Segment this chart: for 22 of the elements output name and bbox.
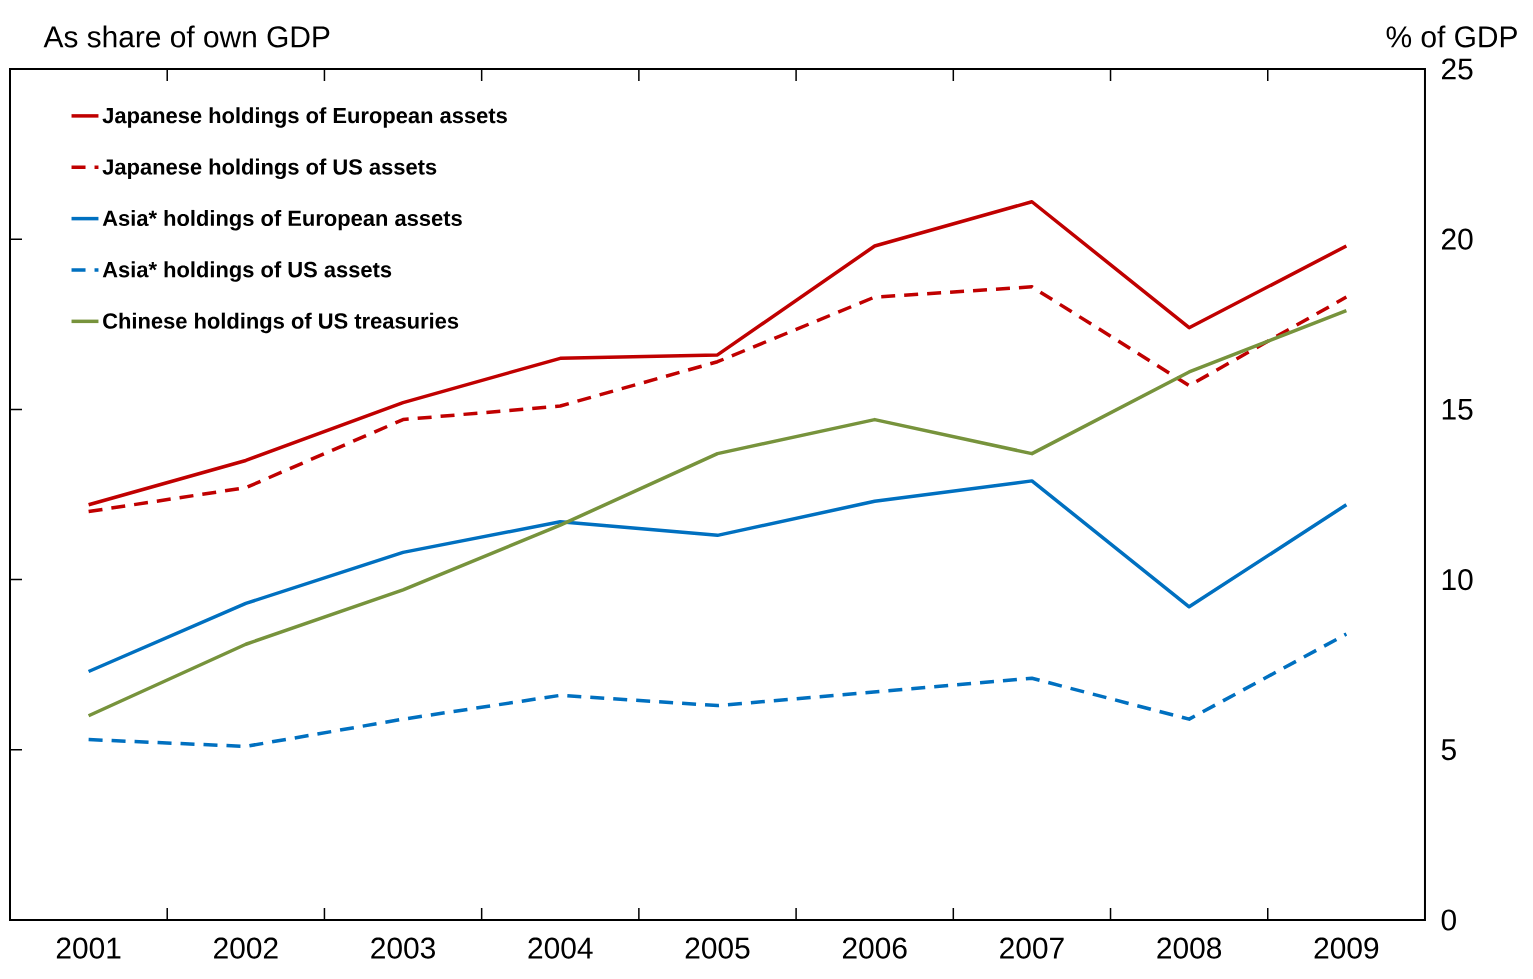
x-tick-label: 2008: [1157, 937, 1222, 959]
x-tick-label: 2004: [528, 937, 593, 959]
x-tick-label: 2002: [214, 937, 278, 959]
legend-label: Japanese holdings of US assets: [102, 158, 437, 180]
x-tick-label: 2003: [371, 937, 435, 959]
legend-label: Asia* holdings of European assets: [102, 209, 462, 231]
x-tick-label: 2001: [56, 937, 121, 959]
legend-label: Japanese holdings of European assets: [102, 107, 507, 128]
x-tick-label: 2006: [842, 937, 907, 959]
x-tick-label: 2007: [1000, 937, 1064, 959]
y-tick-label: 0: [1441, 909, 1456, 931]
x-tick-label: 2009: [1314, 937, 1379, 959]
y-tick-label: 20: [1441, 228, 1473, 250]
y-axis-title: % of GDP: [1386, 25, 1517, 48]
legend-label: Chinese holdings of US treasuries: [103, 312, 459, 334]
y-tick-label: 10: [1442, 569, 1473, 591]
y-tick-label: 5: [1441, 739, 1456, 761]
chart-title: As share of own GDP: [43, 25, 330, 48]
y-tick-label: 15: [1442, 398, 1473, 420]
y-tick-label: 25: [1441, 58, 1473, 80]
legend-label: Asia* holdings of US assets: [102, 261, 392, 282]
x-tick-label: 2005: [685, 937, 750, 959]
